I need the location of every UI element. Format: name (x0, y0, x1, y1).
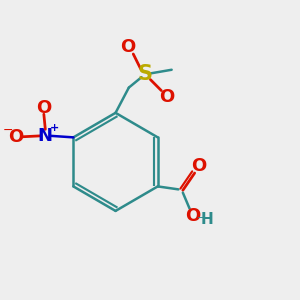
Text: O: O (120, 38, 136, 56)
Text: O: O (191, 158, 207, 175)
Text: −: − (197, 213, 206, 223)
Text: O: O (8, 128, 23, 146)
Text: O: O (36, 99, 52, 117)
Text: +: + (50, 123, 59, 133)
Text: O: O (160, 88, 175, 106)
Text: N: N (38, 127, 53, 145)
Text: H: H (201, 212, 214, 226)
Text: O: O (185, 207, 201, 225)
Text: −: − (2, 124, 13, 137)
Text: S: S (138, 64, 153, 84)
